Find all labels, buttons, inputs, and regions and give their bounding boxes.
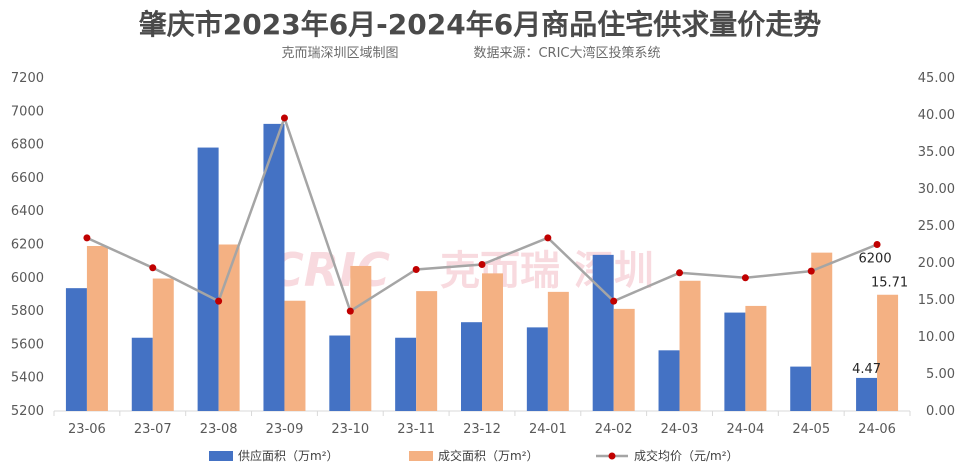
legend: 供应面积（万m²） 成交面积（万m²） 成交均价（元/m²） — [209, 448, 739, 463]
supply-area-bar — [856, 377, 878, 411]
price-point — [741, 274, 749, 282]
price-point — [610, 297, 618, 305]
right-axis-tick-label: 25.00 — [918, 219, 955, 234]
chart-title: 肇庆市2023年6月-2024年6月商品住宅供求量价走势 — [139, 8, 821, 41]
deal-area-bar — [745, 305, 767, 411]
left-axis-tick-label: 5800 — [11, 304, 44, 319]
deal-area-bar — [613, 308, 635, 411]
price-point — [83, 234, 91, 242]
legend-price-label: 成交均价（元/m²） — [634, 448, 739, 463]
x-axis-tick-label: 23-11 — [397, 422, 435, 437]
price-point — [149, 264, 157, 272]
right-axis-tick-label: 0.00 — [926, 404, 955, 419]
left-axis-tick-label: 7200 — [11, 71, 44, 86]
price-point — [280, 114, 288, 122]
supply-area-bar — [790, 366, 812, 411]
right-axis-tick-label: 5.00 — [926, 367, 955, 382]
deal-area-bar — [482, 273, 503, 411]
supply-area-bar — [131, 337, 153, 411]
x-axis-tick-label: 23-06 — [68, 422, 106, 437]
left-axis-tick-label: 7000 — [11, 104, 44, 119]
data-labels: 4.47 15.71 6200 — [852, 252, 908, 377]
supply-area-bar — [65, 288, 87, 411]
deal-last-label: 15.71 — [871, 276, 908, 291]
supply-area-bar — [658, 350, 680, 411]
chart-subtitle-author: 克而瑞深圳区域制图 — [281, 46, 398, 61]
price-point — [412, 265, 420, 273]
left-axis-tick-label: 6600 — [11, 171, 44, 186]
right-axis-tick-label: 45.00 — [918, 71, 955, 86]
x-axis-tick-label: 24-04 — [726, 422, 764, 437]
deal-area-bar — [284, 300, 306, 411]
price-point — [346, 307, 354, 315]
x-axis-tick-label: 23-09 — [266, 422, 304, 437]
price-point — [215, 297, 223, 305]
legend-price-marker — [608, 452, 616, 460]
legend-deal-label: 成交面积（万m²） — [438, 448, 539, 463]
price-point — [478, 260, 486, 268]
x-axis-tick-label: 24-06 — [858, 422, 896, 437]
right-axis-tick-label: 10.00 — [918, 330, 955, 345]
supply-area-bar — [526, 327, 548, 411]
supply-area-bar — [395, 337, 417, 411]
price-point — [676, 269, 684, 277]
price-point — [807, 267, 815, 275]
left-axis-tick-label: 6800 — [11, 138, 44, 153]
x-axis-tick-label: 24-02 — [595, 422, 633, 437]
right-axis-tick-label: 40.00 — [918, 108, 955, 123]
supply-area-bar — [263, 123, 285, 411]
price-point — [544, 234, 552, 242]
price-point — [873, 241, 881, 248]
supply-area-bar — [461, 322, 482, 411]
deal-area-bar — [547, 291, 569, 411]
deal-area-bar — [416, 291, 438, 411]
left-axis-tick-label: 6200 — [11, 238, 44, 253]
x-axis-tick-label: 24-05 — [792, 422, 830, 437]
left-axis-tick-label: 6400 — [11, 204, 44, 219]
x-axis-tick-label: 23-12 — [463, 422, 501, 437]
deal-area-bar — [679, 280, 701, 411]
right-axis-tick-label: 20.00 — [918, 256, 955, 271]
deal-area-bar — [86, 245, 108, 411]
supply-area-bar — [197, 147, 219, 411]
legend-supply-swatch — [209, 451, 233, 461]
x-axis-tick-label: 23-07 — [134, 422, 172, 437]
right-axis-tick-label: 30.00 — [918, 182, 955, 197]
left-axis-tick-label: 5400 — [11, 371, 44, 386]
legend-supply-label: 供应面积（万m²） — [238, 448, 339, 463]
deal-area-bar — [350, 265, 372, 411]
left-axis-tick-label: 5600 — [11, 337, 44, 352]
deal-area-bar — [152, 278, 174, 411]
right-axis-tick-label: 35.00 — [918, 145, 955, 160]
axes: 5200 5400 5600 5800 6000 6200 6400 6600 6800 7000… — [11, 71, 955, 437]
left-axis-tick-label: 6000 — [11, 271, 44, 286]
right-axis-tick-label: 15.00 — [918, 293, 955, 308]
supply-area-bar — [724, 312, 746, 411]
deal-area-bar — [811, 252, 833, 411]
chart-subtitle-source: 数据来源：CRIC大湾区投策系统 — [473, 45, 660, 61]
supply-area-bar — [329, 335, 351, 411]
deal-area-bar — [877, 294, 899, 411]
x-axis-tick-label: 23-10 — [331, 422, 369, 437]
bars — [65, 123, 899, 411]
left-axis-tick-label: 5200 — [11, 404, 44, 419]
legend-deal-swatch — [409, 451, 433, 461]
watermark-name: 克而瑞 深圳 — [440, 248, 654, 294]
supply-area-bar — [592, 254, 614, 411]
supply-last-label: 4.47 — [852, 362, 881, 377]
price-line — [83, 114, 881, 315]
x-axis-tick-label: 24-01 — [529, 422, 567, 437]
x-axis-tick-label: 23-08 — [200, 422, 238, 437]
x-axis-tick-label: 24-03 — [661, 422, 699, 437]
price-last-label: 6200 — [859, 252, 892, 267]
